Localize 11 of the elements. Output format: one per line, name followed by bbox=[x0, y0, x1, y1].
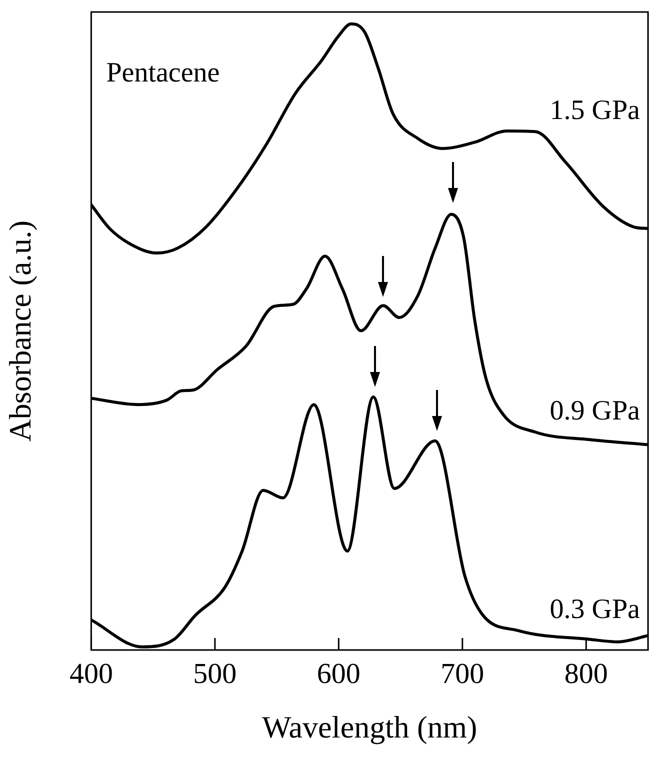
series-label: 1.5 GPa bbox=[550, 94, 641, 126]
x-tick-label: 600 bbox=[316, 658, 360, 690]
x-tick-label: 400 bbox=[69, 658, 113, 690]
x-tick-label: 800 bbox=[564, 658, 608, 690]
annotation: Pentacene bbox=[106, 57, 220, 88]
series-label: 0.9 GPa bbox=[550, 395, 641, 426]
x-tick-label: 700 bbox=[440, 658, 484, 690]
x-tick-label: 500 bbox=[193, 658, 237, 690]
y-axis-title: Absorbance (a.u.) bbox=[2, 220, 38, 442]
x-axis-title: Wavelength (nm) bbox=[262, 710, 478, 745]
series-label: 0.3 GPa bbox=[550, 594, 641, 625]
